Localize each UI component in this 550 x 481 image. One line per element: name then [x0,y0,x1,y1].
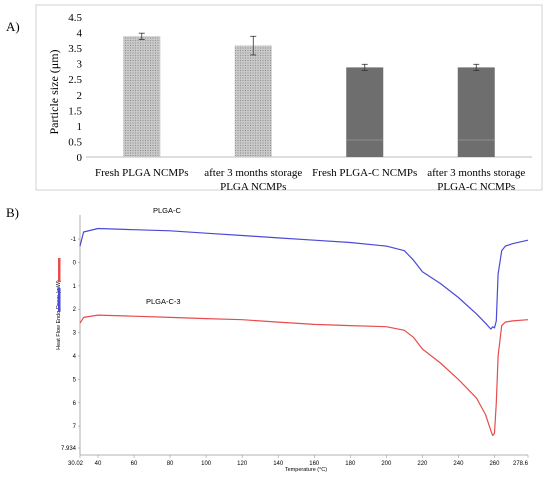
bar-y-tick-label: 1 [77,121,83,133]
dsc-x-tick-label: 260 [489,461,500,467]
bar-y-tick-label: 2.5 [68,74,82,86]
bar-category-label: PLGA-C NCMPs [437,181,515,193]
dsc-x-tick-label: 278.6 [513,461,529,467]
dsc-y-tick-label: 3 [73,331,77,337]
bar-y-tick-label: 4 [77,28,83,40]
dsc-y-tick-label: 2 [73,307,77,313]
bar-chart-bars [123,32,495,157]
dsc-series-line [79,314,529,437]
panel-a-label: A) [6,19,20,34]
bar-y-tick-label: 3 [77,59,83,71]
panel-b-label: B) [6,205,19,220]
dsc-key-blue-swatch [58,288,61,312]
bar-chart-ylabel: Particle size (μm) [47,49,61,134]
dsc-y-tick-label: 7.934 [61,446,77,452]
dsc-y-tick-label: 0 [73,260,77,266]
dsc-x-tick-label: 120 [237,461,248,467]
bar-y-tick-label: 2 [77,90,83,102]
dsc-key-red-swatch [58,258,61,282]
dsc-x-tick-label: 60 [131,461,138,467]
dsc-y-tick-label: -1 [71,237,77,243]
bar [457,67,495,157]
dsc-x-tick-label: 140 [273,461,284,467]
dsc-x-tick-label: 30.02 [68,461,84,467]
dsc-x-axis: 30.02 40 60 80 100 120 140 160 180 200 220 240 260 27… [68,455,529,467]
dsc-series-label-plga-c-3: PLGA-C-3 [146,297,181,306]
bar-chart-x-axis: Fresh PLGA NCMPs after 3 months storage PL… [95,167,525,193]
dsc-y-axis: -1 0 1 2 3 4 5 6 7 7.934 [61,237,80,452]
bar-y-tick-label: 4.5 [68,12,82,24]
dsc-x-tick-label: 160 [309,461,320,467]
dsc-x-tick-label: 40 [95,461,102,467]
dsc-xlabel: Temperature (°C) [285,467,327,473]
bar [123,36,161,157]
dsc-x-tick-label: 240 [453,461,464,467]
dsc-y-tick-label: 1 [73,284,77,290]
bar-y-tick-label: 0 [77,152,83,164]
dsc-x-tick-label: 180 [345,461,356,467]
dsc-series-label-plga-c: PLGA-C [153,206,182,215]
dsc-y-tick-label: 6 [73,401,77,407]
dsc-x-tick-label: 200 [381,461,392,467]
dsc-curves [79,227,529,437]
bar-chart-y-axis: 0 0.5 1 1.5 2 2.5 3 3.5 4 4.5 [68,12,82,164]
dsc-y-tick-label: 5 [73,377,77,383]
bar-y-tick-label: 0.5 [68,136,82,148]
bar-category-label: after 3 months storage [204,167,302,179]
bar-category-label: after 3 months storage [427,167,525,179]
bar-category-label: Fresh PLGA-C NCMPs [312,167,417,179]
dsc-x-tick-label: 80 [167,461,174,467]
bar [346,67,384,157]
bar-category-label: Fresh PLGA NCMPs [95,167,189,179]
dsc-y-tick-label: 7 [73,424,77,430]
bar-y-tick-label: 3.5 [68,43,82,55]
bar [234,45,272,157]
dsc-ylabel: Heat Flow Endo Down (mW) [56,280,62,350]
dsc-x-tick-label: 220 [417,461,428,467]
bar-chart-frame [35,4,543,191]
bar-y-tick-label: 1.5 [68,105,82,117]
bar-category-label: PLGA NCMPs [220,181,286,193]
dsc-series-line [79,227,529,330]
dsc-y-tick-label: 4 [73,354,77,360]
dsc-x-tick-label: 100 [201,461,212,467]
